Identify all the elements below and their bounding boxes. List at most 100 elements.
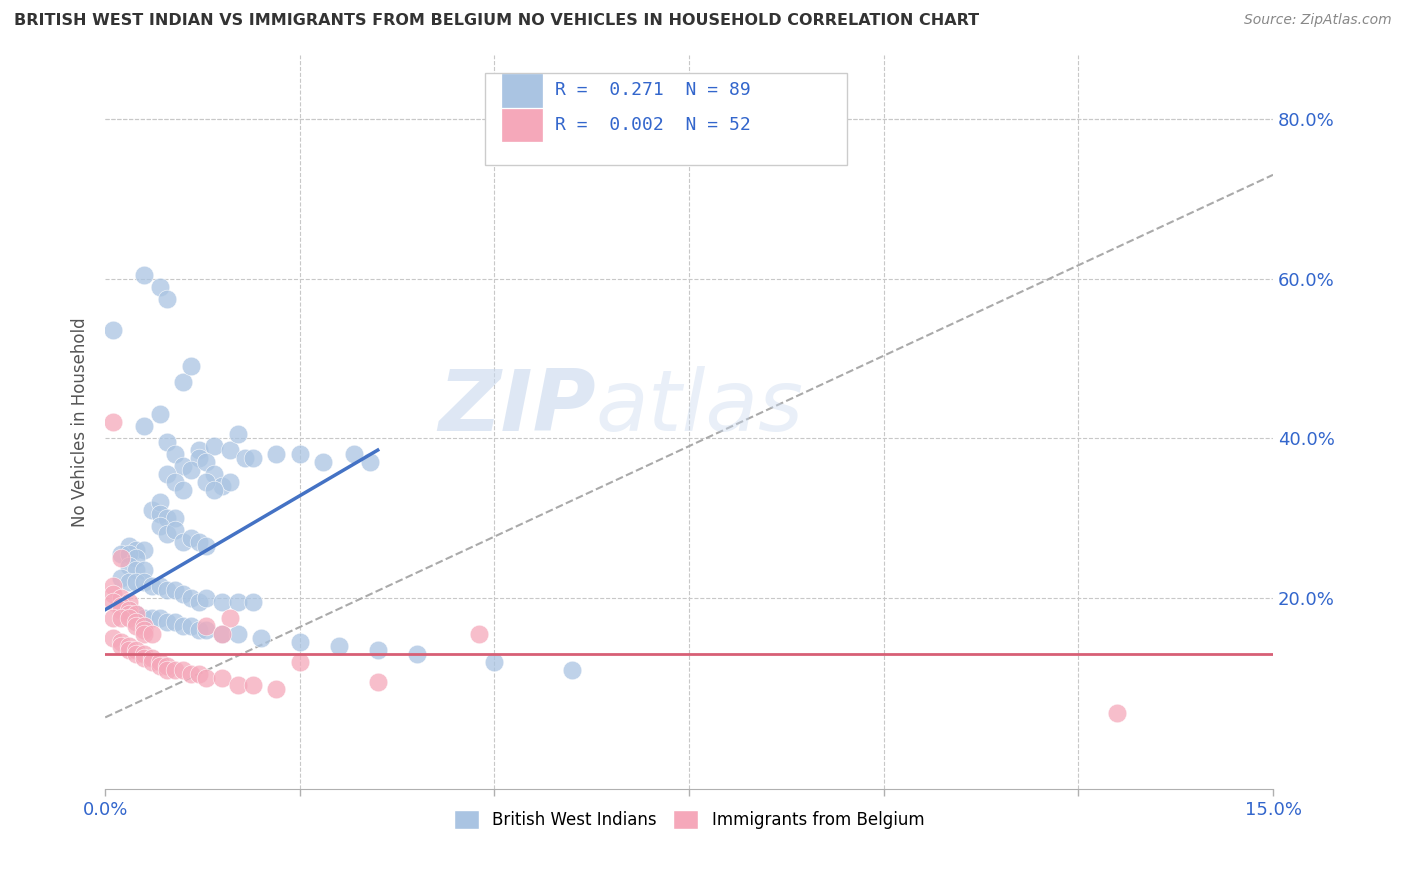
Point (1107, 706, 1129, 721)
Point (117, 639, 139, 653)
Point (149, 655, 172, 669)
Point (125, 615, 148, 629)
Point (195, 623, 218, 637)
Point (242, 678, 264, 692)
Text: BRITISH WEST INDIAN VS IMMIGRANTS FROM BELGIUM NO VEHICLES IN HOUSEHOLD CORRELAT: BRITISH WEST INDIAN VS IMMIGRANTS FROM B… (14, 13, 979, 29)
Point (117, 603, 139, 617)
Text: Source: ZipAtlas.com: Source: ZipAtlas.com (1244, 13, 1392, 28)
Point (484, 655, 506, 669)
Point (367, 674, 389, 689)
Point (141, 655, 163, 669)
Point (101, 587, 124, 601)
Point (211, 479, 233, 493)
Point (141, 503, 163, 517)
Point (149, 279, 172, 293)
Point (101, 415, 124, 429)
Point (218, 443, 240, 458)
Point (134, 647, 156, 661)
Point (165, 663, 187, 677)
Point (187, 451, 209, 466)
Point (101, 595, 124, 609)
Point (110, 639, 132, 653)
Point (180, 591, 202, 605)
Point (180, 618, 202, 632)
Point (226, 626, 249, 640)
Point (110, 599, 132, 613)
Point (149, 579, 172, 593)
Point (149, 519, 172, 533)
Point (172, 458, 194, 473)
Point (195, 591, 218, 605)
Point (250, 631, 273, 645)
Point (101, 610, 124, 624)
Point (226, 427, 249, 442)
Point (226, 678, 249, 692)
Point (134, 268, 156, 282)
Point (117, 610, 139, 624)
Point (156, 663, 179, 677)
Point (134, 574, 156, 589)
Point (125, 542, 148, 557)
Point (156, 527, 179, 541)
Point (117, 574, 139, 589)
Point (218, 475, 240, 489)
Point (187, 666, 209, 681)
Point (117, 547, 139, 561)
Point (165, 582, 187, 597)
Point (195, 618, 218, 632)
Point (202, 439, 225, 453)
Point (180, 531, 202, 545)
Point (134, 542, 156, 557)
Point (156, 467, 179, 481)
Point (343, 447, 366, 461)
Point (242, 595, 264, 609)
Point (156, 615, 179, 629)
Point (328, 639, 350, 653)
Point (117, 642, 139, 657)
Point (180, 666, 202, 681)
Point (187, 534, 209, 549)
Point (211, 671, 233, 685)
Point (405, 647, 427, 661)
Point (141, 610, 163, 624)
Point (156, 435, 179, 450)
Point (125, 550, 148, 565)
Point (125, 563, 148, 577)
Y-axis label: No Vehicles in Household: No Vehicles in Household (72, 318, 89, 527)
Point (165, 511, 187, 525)
Point (125, 574, 148, 589)
Point (117, 603, 139, 617)
Point (149, 658, 172, 673)
Point (110, 571, 132, 585)
Point (195, 455, 218, 469)
Text: ZIP: ZIP (439, 366, 596, 449)
Point (125, 647, 148, 661)
Point (125, 642, 148, 657)
Point (288, 634, 311, 648)
Text: atlas: atlas (596, 366, 804, 449)
Point (187, 595, 209, 609)
FancyBboxPatch shape (502, 74, 541, 106)
FancyBboxPatch shape (502, 109, 541, 141)
Point (117, 595, 139, 609)
Point (110, 634, 132, 648)
Point (149, 407, 172, 421)
Point (172, 376, 194, 390)
Point (110, 550, 132, 565)
Point (187, 623, 209, 637)
Point (195, 539, 218, 553)
Point (110, 591, 132, 605)
Point (125, 607, 148, 621)
Point (165, 475, 187, 489)
Point (359, 455, 381, 469)
Point (195, 475, 218, 489)
Point (187, 443, 209, 458)
Point (266, 682, 288, 697)
Point (134, 626, 156, 640)
Point (288, 447, 311, 461)
Point (101, 631, 124, 645)
Point (117, 558, 139, 573)
Point (156, 292, 179, 306)
Point (141, 579, 163, 593)
Point (211, 595, 233, 609)
